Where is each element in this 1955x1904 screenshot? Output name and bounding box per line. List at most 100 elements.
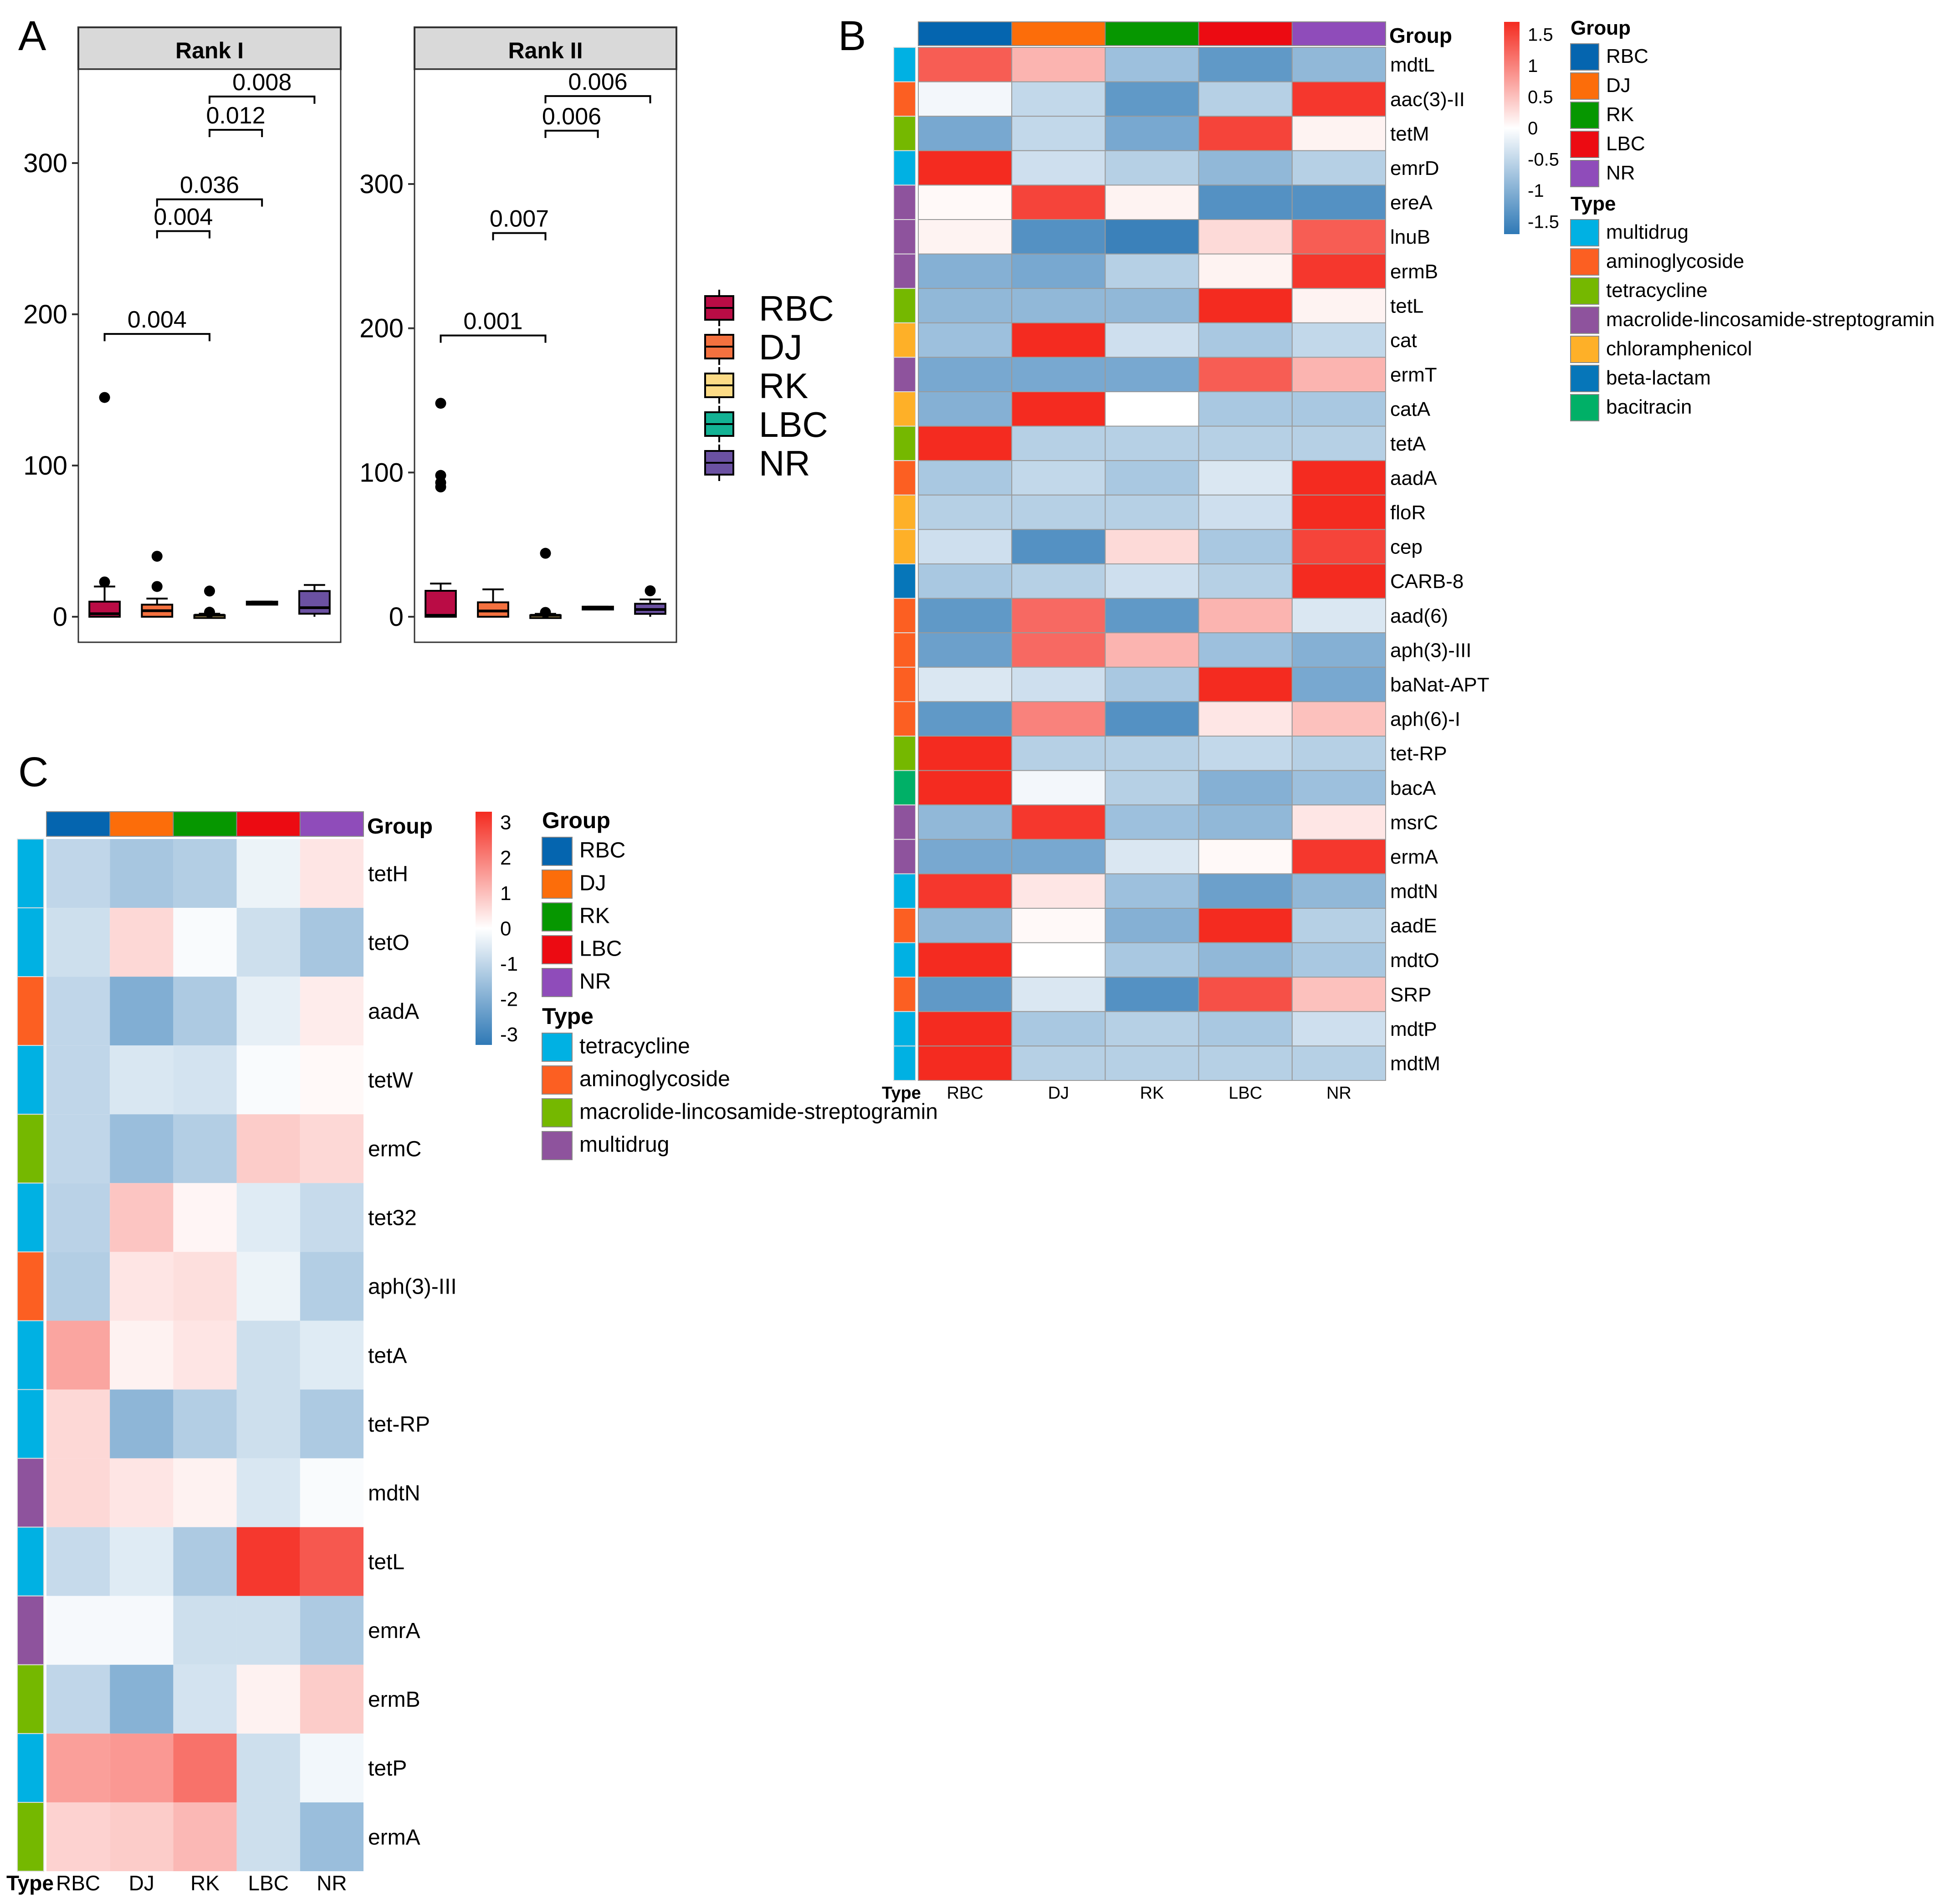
column-label: DJ [1048,1084,1069,1103]
heatmap-cell [300,1664,363,1734]
legend-group-label: DJ [579,871,606,896]
facet-title: Rank I [175,38,244,63]
heatmap-cell [110,1458,174,1527]
row-label: tetL [1390,295,1423,317]
heatmap-cell [1011,184,1106,220]
p-value-label: 0.036 [180,172,239,199]
heatmap-cell [236,908,300,977]
legend-type-label: aminoglycoside [1606,250,1744,272]
box-RBC [425,590,457,618]
heatmap-cell [918,1011,1013,1047]
heatmap-cell [110,1389,174,1459]
heatmap-cell [236,1802,300,1871]
heatmap-cell [918,322,1013,358]
legend-label: RBC [759,288,834,328]
legend-type-label: chloramphenicol [1606,338,1752,360]
heatmap-cell [918,908,1013,943]
row-label: mdtO [1390,949,1439,972]
legend-type-swatch [542,1131,573,1160]
legend-group-label: NR [579,970,611,994]
colorbar-tick-label: 0 [1528,118,1538,138]
heatmap-cell [1291,701,1387,737]
legend-type-swatch [1570,219,1599,246]
group-bar-NR [299,811,364,837]
legend-label: LBC [759,404,828,445]
colorbar-tick-label: -0.5 [1528,150,1559,170]
row-label: ermC [368,1137,421,1162]
heatmap-cell [1198,942,1293,978]
row-label: aadA [1390,467,1437,489]
heatmap-cell [918,116,1013,151]
group-bar-RBC [46,811,111,837]
row-label: ermA [368,1825,420,1849]
row-label: mdtN [368,1481,420,1505]
heatmap-cell [46,1802,110,1871]
legend-type-swatch [1570,394,1599,421]
heatmap-cell [1011,908,1106,943]
heatmap-cell [1011,150,1106,186]
heatmap-cell [918,357,1013,393]
heatmap-cell [46,1045,110,1115]
colorbar-tick-label: 1.5 [1528,25,1553,45]
heatmap-cell [918,977,1013,1012]
heatmap-cell [1198,839,1293,875]
legend-label: DJ [759,327,802,367]
heatmap-cell [173,1527,237,1596]
legend-type-title: Type [1571,193,1616,215]
heatmap-cell [1291,908,1387,943]
heatmap-cell [1291,942,1387,978]
heatmap-cell [173,977,237,1046]
heatmap-cell [1011,253,1106,289]
heatmap-cell [1291,1011,1387,1047]
type-bar-cell [17,1182,44,1253]
heatmap-cell [1011,632,1106,668]
panel-letter-c: C [18,749,48,795]
heatmap-cell [1105,150,1199,186]
row-label: emrA [368,1619,420,1643]
type-bar-cell [893,666,916,702]
heatmap-cell [918,736,1013,771]
heatmap-cell [1291,632,1387,668]
heatmap-cell [110,1183,174,1252]
row-label: tetW [368,1069,413,1093]
legend-group-label: RBC [579,839,625,863]
heatmap-cell [1105,1011,1199,1047]
row-label: tetA [368,1344,407,1368]
heatmap-cell [1291,736,1387,771]
heatmap-cell [1291,425,1387,461]
heatmap-cell [1198,81,1293,117]
box-outlier [540,548,551,559]
type-bar-cell [893,425,916,461]
group-bar-RK [173,811,237,837]
type-bar-cell [17,1251,44,1321]
colorbar [1504,22,1520,234]
heatmap-cell [1105,804,1199,840]
heatmap-cell [46,1458,110,1527]
heatmap-cell [1291,494,1387,530]
type-bar-cell [893,1011,916,1047]
row-label: tetL [368,1550,404,1574]
row-label: CARB-8 [1390,570,1464,593]
heatmap-cell [1105,322,1199,358]
group-bar-DJ [109,811,174,837]
heatmap-cell [1105,425,1199,461]
type-bar-cell [17,1595,44,1665]
row-label: tetP [368,1756,407,1781]
colorbar-tick-label: 2 [500,847,511,869]
row-label: tet-RP [1390,742,1447,765]
p-value-label: 0.004 [154,204,213,230]
row-label: tetH [368,862,408,886]
row-label: bacA [1390,777,1436,799]
heatmap-cell [300,1252,363,1321]
heatmap-cell [173,908,237,977]
heatmap-cell [1011,977,1106,1012]
heatmap-cell [46,1114,110,1183]
heatmap-cell [300,1045,363,1115]
colorbar-tick-label: -1.5 [1528,212,1559,232]
colorbar-tick-label: -1 [500,953,518,975]
y-tick-label: 200 [23,300,67,329]
heatmap-cell [300,1802,363,1871]
type-bar-cell [893,529,916,565]
heatmap-cell [918,253,1013,289]
type-bar-cell [893,942,916,978]
